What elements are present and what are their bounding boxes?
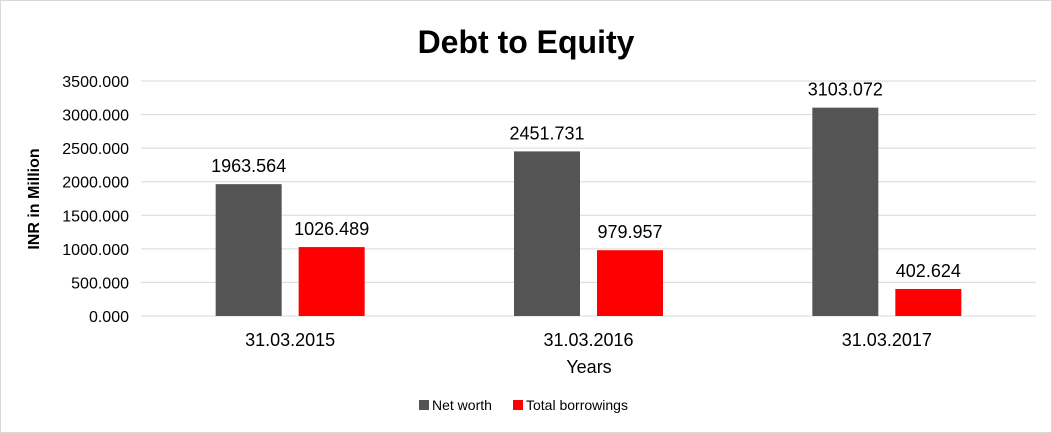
data-labels: 1963.564 1026.489 2451.731 979.957 3103.072 4… [211,80,961,281]
x-axis-title: Years [566,357,611,377]
bars [215,107,962,316]
data-label: 2451.731 [509,123,584,143]
y-tick-label: 0.000 [89,309,129,326]
data-label: 979.957 [597,222,662,242]
y-tick-label: 1500.000 [62,208,129,225]
gridlines [141,80,1036,317]
y-axis-title: INR in Million [26,148,43,249]
bar [812,107,879,316]
bar [597,250,663,316]
legend: Net worth Total borrowings [419,397,628,413]
x-tick-label: 31.03.2015 [245,330,335,350]
y-tick-label: 500.000 [71,275,129,292]
legend-swatch [513,400,523,410]
legend-label: Total borrowings [526,397,628,413]
bar [514,151,580,316]
x-axis-ticks: 31.03.2015 31.03.2016 31.03.2017 [245,330,932,350]
legend-label: Net worth [432,397,492,413]
bar [215,184,282,316]
x-tick-label: 31.03.2017 [842,330,932,350]
chart-title: Debt to Equity [418,24,635,60]
data-label: 1026.489 [294,219,369,239]
data-label: 3103.072 [808,80,883,100]
y-tick-label: 2500.000 [62,141,129,158]
legend-swatch [419,400,429,410]
bar [895,288,962,316]
data-label: 402.624 [896,261,961,281]
y-tick-label: 2000.000 [62,175,129,192]
x-tick-label: 31.03.2016 [543,330,633,350]
data-label: 1963.564 [211,156,286,176]
y-tick-label: 3500.000 [62,74,129,91]
y-axis-ticks: 0.000 500.000 1000.000 1500.000 2000.000 2500… [62,74,129,326]
bar [298,247,365,316]
y-tick-label: 1000.000 [62,242,129,259]
y-tick-label: 3000.000 [62,108,129,125]
